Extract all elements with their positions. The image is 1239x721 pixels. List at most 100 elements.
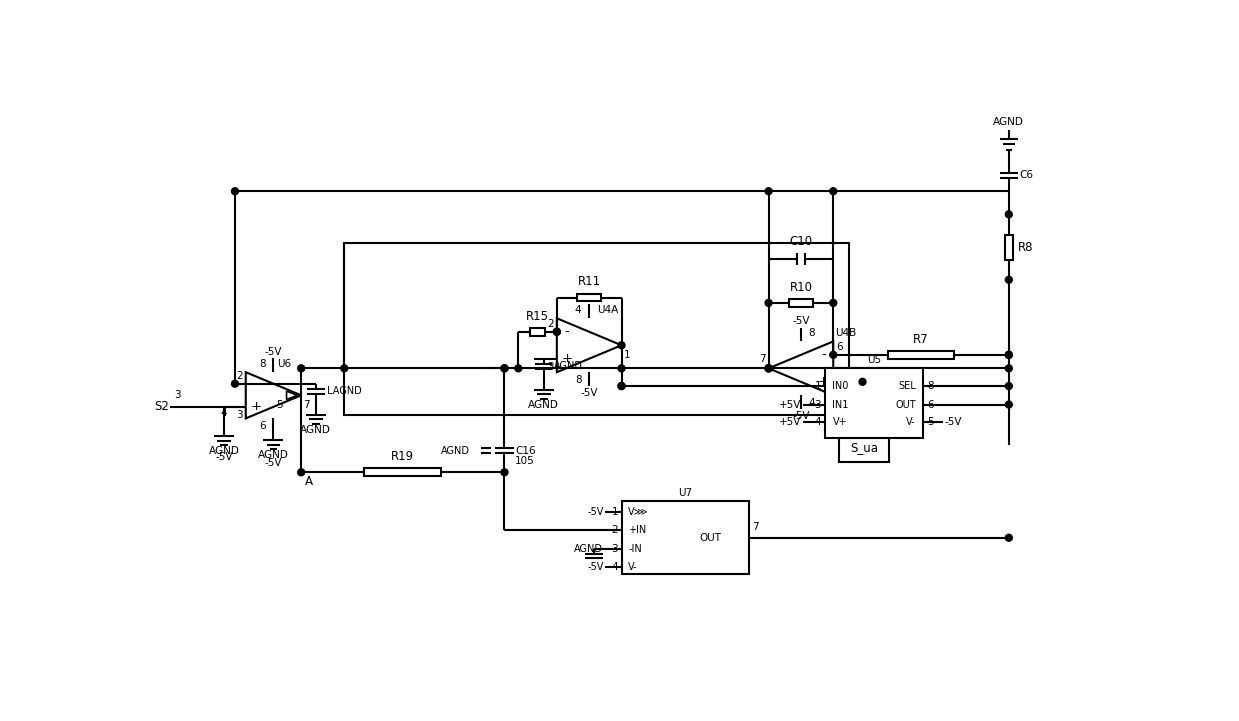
Bar xyxy=(622,501,748,575)
Text: AGND: AGND xyxy=(994,117,1025,127)
Text: AGND: AGND xyxy=(300,425,331,435)
Text: A: A xyxy=(305,475,313,488)
Bar xyxy=(344,243,850,415)
Text: 5: 5 xyxy=(836,385,843,395)
Text: 1: 1 xyxy=(611,507,618,517)
Text: LAGND: LAGND xyxy=(327,386,362,397)
Text: +: + xyxy=(818,376,829,389)
Circle shape xyxy=(1005,383,1012,389)
Text: -5V: -5V xyxy=(587,562,603,572)
Bar xyxy=(364,469,441,476)
Circle shape xyxy=(766,299,772,306)
Bar xyxy=(577,293,601,301)
Text: 5: 5 xyxy=(927,417,934,428)
Text: -5V: -5V xyxy=(580,388,598,397)
Bar xyxy=(839,433,890,462)
Text: -: - xyxy=(821,348,825,361)
Circle shape xyxy=(1005,276,1012,283)
Text: 4: 4 xyxy=(814,417,821,428)
Text: R10: R10 xyxy=(789,280,813,293)
Bar xyxy=(887,351,954,359)
Text: 1: 1 xyxy=(814,381,821,391)
Text: 3: 3 xyxy=(814,399,821,410)
Circle shape xyxy=(554,328,560,335)
Circle shape xyxy=(1005,351,1012,358)
Text: +5V: +5V xyxy=(779,417,802,428)
Bar xyxy=(789,299,813,306)
Text: AGND: AGND xyxy=(575,544,603,554)
Text: S2: S2 xyxy=(155,400,170,413)
Text: 3: 3 xyxy=(548,362,554,372)
Text: 4: 4 xyxy=(809,399,815,408)
Circle shape xyxy=(232,380,238,387)
Text: IN0: IN0 xyxy=(833,381,849,391)
Circle shape xyxy=(830,299,836,306)
Circle shape xyxy=(766,187,772,195)
Text: 4: 4 xyxy=(575,305,581,315)
Text: IN1: IN1 xyxy=(833,399,849,410)
Text: -5V: -5V xyxy=(587,507,603,517)
Text: AGND: AGND xyxy=(208,446,239,456)
Text: R15: R15 xyxy=(527,309,549,322)
Circle shape xyxy=(1005,211,1012,218)
Text: 5: 5 xyxy=(276,400,282,410)
Text: R8: R8 xyxy=(1018,241,1033,254)
Circle shape xyxy=(1005,351,1012,358)
Text: R19: R19 xyxy=(392,450,414,463)
Text: C10: C10 xyxy=(789,235,813,248)
Circle shape xyxy=(618,342,624,349)
Circle shape xyxy=(618,365,624,372)
Text: -5V: -5V xyxy=(792,316,809,326)
Text: OUT: OUT xyxy=(699,533,721,543)
Text: C16: C16 xyxy=(515,446,536,456)
Text: 6: 6 xyxy=(927,399,934,410)
Text: -5V: -5V xyxy=(265,347,282,357)
Text: 2: 2 xyxy=(548,319,554,329)
Text: +IN: +IN xyxy=(628,526,647,536)
Bar xyxy=(1005,234,1012,260)
Text: 8: 8 xyxy=(927,381,934,391)
Text: U4A: U4A xyxy=(597,305,618,315)
Text: S_ua: S_ua xyxy=(850,441,878,454)
Circle shape xyxy=(766,365,772,372)
Circle shape xyxy=(618,383,624,389)
Text: U7: U7 xyxy=(679,488,693,498)
Text: 1: 1 xyxy=(623,350,631,360)
Text: 8: 8 xyxy=(809,328,815,338)
Text: -: - xyxy=(254,377,258,390)
Circle shape xyxy=(1005,534,1012,541)
Bar xyxy=(530,328,545,335)
Text: V⋙: V⋙ xyxy=(628,507,648,517)
Text: 2: 2 xyxy=(611,526,618,536)
Text: U5: U5 xyxy=(867,355,881,366)
Text: +5V: +5V xyxy=(779,399,802,410)
Text: C6: C6 xyxy=(1020,170,1033,180)
Text: AGND: AGND xyxy=(528,400,559,410)
Text: U6: U6 xyxy=(278,359,291,369)
Text: AGND: AGND xyxy=(441,446,470,456)
Circle shape xyxy=(341,365,348,372)
Text: 6: 6 xyxy=(259,422,266,431)
Text: 2: 2 xyxy=(237,371,243,381)
Circle shape xyxy=(232,187,238,195)
Text: V-: V- xyxy=(628,562,638,572)
Text: 7: 7 xyxy=(302,400,310,410)
Circle shape xyxy=(830,187,836,195)
Text: +: + xyxy=(250,400,261,413)
Text: 7: 7 xyxy=(758,354,766,363)
Text: 3: 3 xyxy=(237,410,243,420)
Circle shape xyxy=(1005,401,1012,408)
Text: OUT: OUT xyxy=(895,399,916,410)
Text: AGND: AGND xyxy=(847,427,878,437)
Text: 3: 3 xyxy=(611,544,618,554)
Text: R7: R7 xyxy=(913,332,929,345)
Text: V-: V- xyxy=(906,417,916,428)
Text: U4B: U4B xyxy=(835,328,857,338)
Text: +: + xyxy=(561,353,572,366)
Text: R11: R11 xyxy=(577,275,601,288)
Text: 8: 8 xyxy=(259,359,266,369)
Circle shape xyxy=(766,365,772,372)
Circle shape xyxy=(501,469,508,476)
Circle shape xyxy=(297,365,305,372)
Circle shape xyxy=(1005,365,1012,372)
